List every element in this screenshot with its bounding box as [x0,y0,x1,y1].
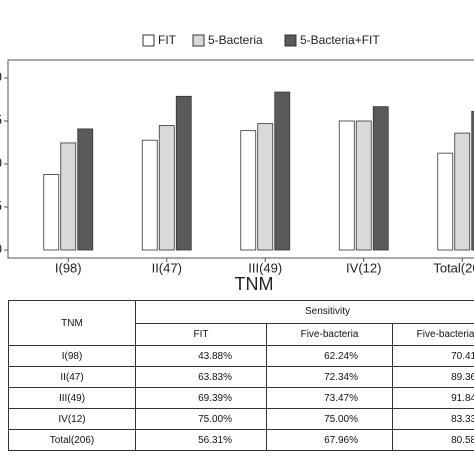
header-row: TNM Sensitivity [8,300,474,346]
y-tick-label: 75 [0,112,2,128]
y-tick-label: 100 [0,69,2,85]
row-label: Total(206) [8,429,136,451]
bar [274,91,291,251]
legend-swatch [192,34,205,47]
table-body: TNM Sensitivity FIT Five-bacteria Five-b… [8,300,474,451]
header-cell: Sensitivity [135,300,474,324]
table-cell: 72.34% [266,366,393,388]
table-cell: 75.00% [135,408,267,430]
table-row: II(47)63.83%72.34%89.36% [8,366,474,388]
x-tick-label: Total(206) [433,260,474,275]
table-cell: 73.47% [266,387,393,409]
table-cell: 56.31% [135,429,267,451]
legend-label: 5-Bacteria+FIT [300,33,380,47]
column-header: FIT [135,322,267,346]
bar [43,174,60,251]
chart: TNM 0 25 50 75 100 FIT 5-Bacteria 5-Bacteria+FI… [0,33,474,294]
row-label: I(98) [8,345,136,367]
table: TNM Sensitivity FIT Five-bacteria Five-b… [8,300,474,451]
x-tick-label: IV(12) [346,260,381,275]
bar [175,95,192,251]
table-cell: 83.33% [392,408,474,430]
table-cell: 75.00% [266,408,393,430]
column-header: Five-bacteria+FIT [392,322,474,346]
row-label: IV(12) [8,408,136,430]
table-row: IV(12)75.00%75.00%83.33% [8,408,474,430]
bar [471,111,474,251]
table-cell: 63.83% [135,366,267,388]
table-cell: 91.84% [392,387,474,409]
table-cell: 67.96% [266,429,393,451]
bar [372,106,389,251]
x-tick-label: I(98) [55,260,82,275]
bar [158,125,175,251]
bar [77,128,94,251]
y-tick-label: 25 [0,198,2,214]
bar [338,120,355,251]
legend-label: FIT [158,33,177,47]
bar [141,139,158,251]
bar [240,130,257,251]
header-cell: TNM [8,300,136,346]
legend-label: 5-Bacteria [208,33,263,47]
table-cell: 70.41% [392,345,474,367]
row-label: II(47) [8,366,136,388]
column-header: Five-bacteria [266,322,393,346]
x-tick-label: III(49) [248,260,282,275]
table-row: Total(206)56.31%67.96%80.58% [8,429,474,451]
bar [60,142,77,251]
y-tick-label: 0 [0,241,2,257]
legend-swatch [142,34,155,47]
bar [454,132,471,251]
row-label: III(49) [8,387,136,409]
table-cell: 89.36% [392,366,474,388]
bar [257,123,274,251]
table-cell: 80.58% [392,429,474,451]
table-row: I(98)43.88%62.24%70.41% [8,345,474,367]
table-cell: 69.39% [135,387,267,409]
x-axis-title: TNM [235,274,274,294]
plot-frame [7,59,474,259]
legend-swatch [284,34,297,47]
table-row: III(49)69.39%73.47%91.84% [8,387,474,409]
bar [437,152,454,251]
table-cell: 62.24% [266,345,393,367]
x-tick-label: II(47) [152,260,182,275]
bar [355,120,372,251]
table-cell: 43.88% [135,345,267,367]
y-tick-label: 50 [0,155,2,171]
